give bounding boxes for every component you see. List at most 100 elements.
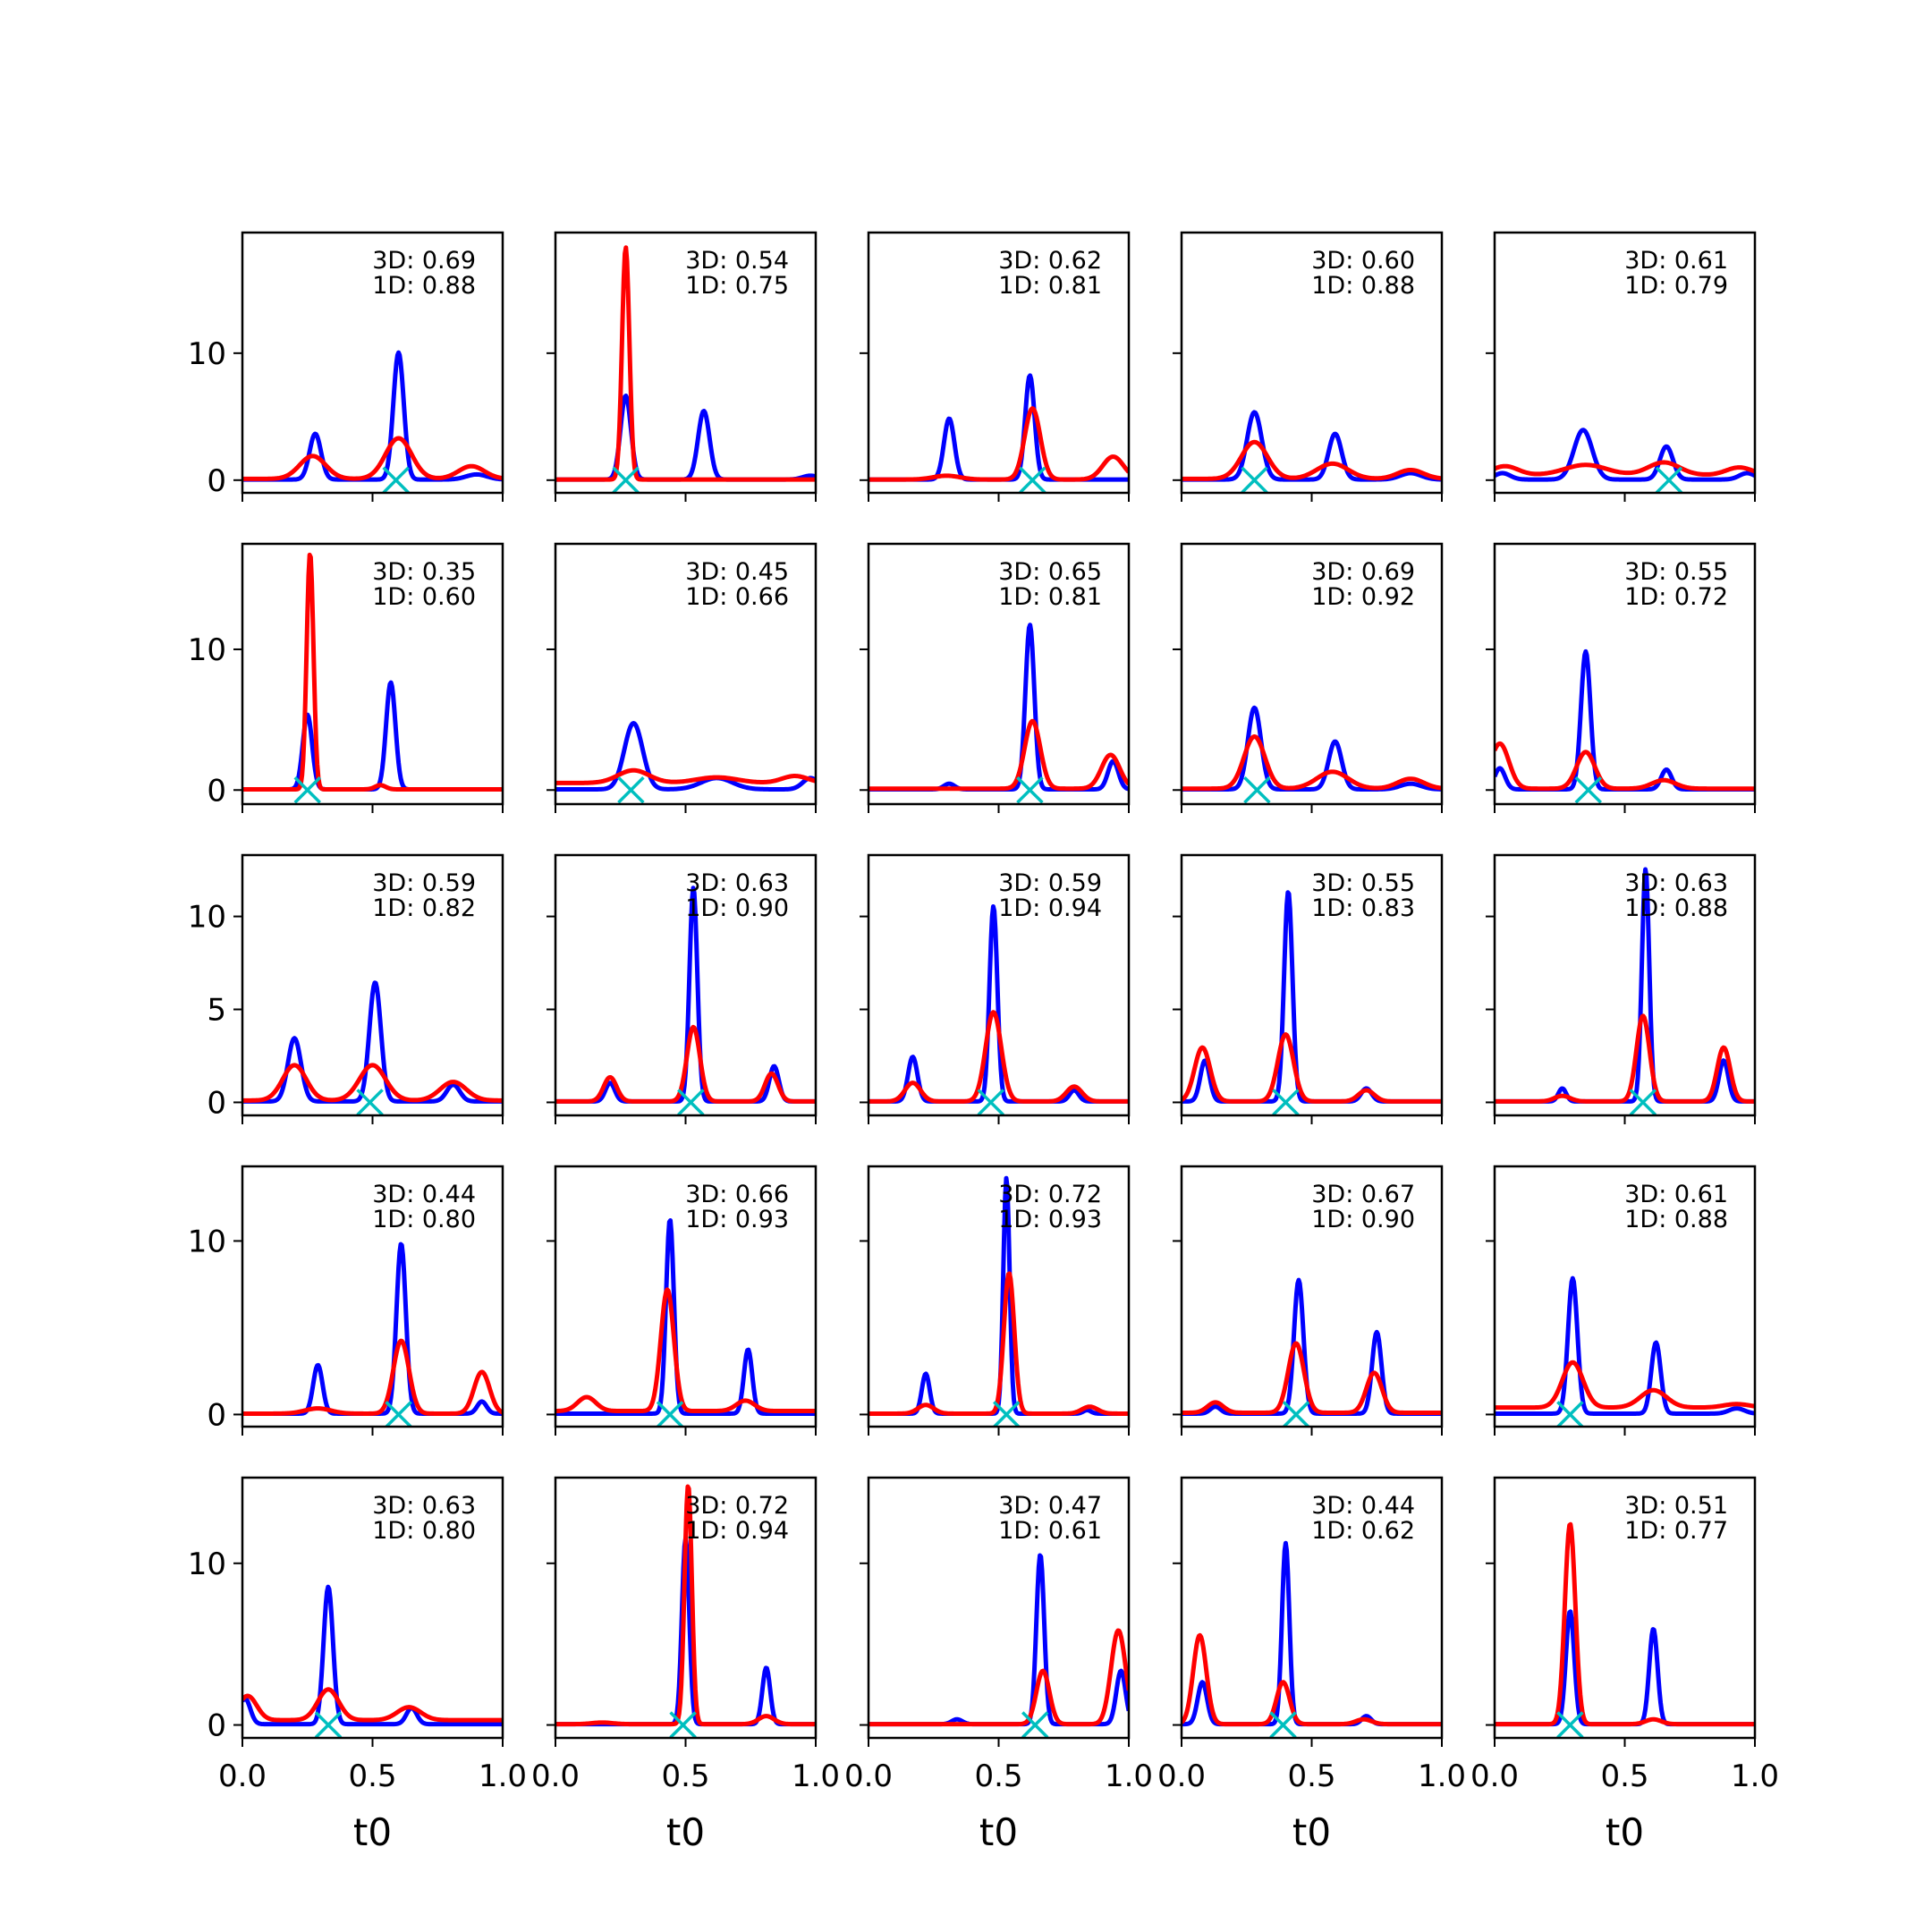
score-1d-label: 1D: 0.61 bbox=[998, 1517, 1102, 1545]
plot-area bbox=[1495, 428, 1755, 493]
red-series-line bbox=[242, 1338, 503, 1416]
blue-series-line bbox=[1182, 410, 1442, 482]
score-3d-label: 3D: 0.67 bbox=[1311, 1181, 1415, 1208]
blue-series-line bbox=[1495, 1275, 1755, 1416]
red-series-line bbox=[869, 1010, 1129, 1104]
score-1d-label: 1D: 0.80 bbox=[372, 1517, 476, 1545]
x-marker bbox=[385, 1401, 412, 1427]
red-series-line bbox=[869, 718, 1129, 792]
x-marker bbox=[382, 466, 410, 493]
y-tick-label: 10 bbox=[188, 900, 226, 936]
score-1d-label: 1D: 0.88 bbox=[1311, 272, 1415, 300]
x-marker bbox=[1556, 1401, 1584, 1427]
plot-area bbox=[555, 1218, 816, 1427]
plot-area bbox=[869, 904, 1129, 1115]
red-series-line bbox=[242, 552, 503, 792]
x-marker bbox=[1243, 776, 1271, 804]
score-1d-label: 1D: 0.66 bbox=[685, 583, 789, 611]
score-1d-label: 1D: 0.83 bbox=[1311, 894, 1415, 922]
plot-area bbox=[555, 1484, 816, 1738]
score-3d-label: 3D: 0.65 bbox=[998, 558, 1102, 586]
x-marker bbox=[656, 1401, 684, 1427]
plot-area bbox=[1182, 705, 1442, 804]
x-marker bbox=[617, 776, 645, 804]
score-1d-label: 1D: 0.90 bbox=[685, 894, 789, 922]
x-marker bbox=[1282, 1401, 1310, 1427]
red-series-line bbox=[555, 1484, 816, 1727]
score-3d-label: 3D: 0.44 bbox=[1311, 1492, 1415, 1520]
score-3d-label: 3D: 0.63 bbox=[372, 1492, 476, 1520]
x-marker bbox=[314, 1711, 343, 1738]
plot-area bbox=[242, 980, 503, 1115]
score-3d-label: 3D: 0.66 bbox=[685, 1181, 789, 1208]
x-marker bbox=[669, 1711, 697, 1738]
score-3d-label: 3D: 0.61 bbox=[1624, 1181, 1728, 1208]
x-tick-label: 0.5 bbox=[1287, 1758, 1335, 1794]
x-tick-label: 0.0 bbox=[531, 1758, 580, 1794]
plot-area bbox=[1182, 890, 1442, 1115]
score-1d-label: 1D: 0.79 bbox=[1624, 272, 1728, 300]
x-marker bbox=[992, 1401, 1021, 1427]
y-tick-label: 0 bbox=[207, 1397, 226, 1433]
score-1d-label: 1D: 0.92 bbox=[1311, 583, 1415, 611]
score-3d-label: 3D: 0.55 bbox=[1624, 558, 1728, 586]
blue-series-line bbox=[1495, 428, 1755, 482]
x-tick-label: 0.5 bbox=[974, 1758, 1022, 1794]
score-1d-label: 1D: 0.88 bbox=[372, 272, 476, 300]
x-tick-label: 1.0 bbox=[1418, 1758, 1466, 1794]
score-3d-label: 3D: 0.63 bbox=[1624, 869, 1728, 897]
red-series-line bbox=[1182, 1632, 1442, 1727]
x-marker bbox=[677, 1089, 705, 1115]
score-3d-label: 3D: 0.55 bbox=[1311, 869, 1415, 897]
blue-series-line bbox=[242, 350, 503, 482]
plot-area bbox=[1495, 1521, 1755, 1738]
red-series-line bbox=[1182, 1032, 1442, 1104]
plot-area bbox=[555, 886, 816, 1115]
plot-area bbox=[555, 721, 816, 804]
score-1d-label: 1D: 0.72 bbox=[1624, 583, 1728, 611]
red-series-line bbox=[1495, 1360, 1755, 1411]
score-3d-label: 3D: 0.62 bbox=[998, 247, 1102, 275]
x-axis-label: t0 bbox=[1606, 1810, 1644, 1854]
plot-area bbox=[869, 373, 1129, 493]
score-1d-label: 1D: 0.88 bbox=[1624, 894, 1728, 922]
plot-area bbox=[242, 1241, 503, 1427]
score-1d-label: 1D: 0.81 bbox=[998, 583, 1102, 611]
x-tick-label: 1.0 bbox=[1105, 1758, 1153, 1794]
y-tick-label: 5 bbox=[207, 993, 226, 1029]
score-3d-label: 3D: 0.69 bbox=[1311, 558, 1415, 586]
x-marker bbox=[1241, 466, 1268, 493]
x-tick-label: 0.0 bbox=[218, 1758, 267, 1794]
red-series-line bbox=[555, 767, 816, 785]
score-3d-label: 3D: 0.45 bbox=[685, 558, 789, 586]
x-tick-label: 1.0 bbox=[479, 1758, 527, 1794]
x-axis-label: t0 bbox=[1292, 1810, 1331, 1854]
y-tick-label: 0 bbox=[207, 1708, 226, 1744]
score-3d-label: 3D: 0.72 bbox=[685, 1492, 789, 1520]
score-3d-label: 3D: 0.47 bbox=[998, 1492, 1102, 1520]
plot-area bbox=[242, 552, 503, 804]
x-marker bbox=[1269, 1711, 1297, 1738]
x-axis-label: t0 bbox=[353, 1810, 392, 1854]
y-tick-label: 0 bbox=[207, 773, 226, 809]
x-marker bbox=[977, 1089, 1005, 1115]
y-tick-label: 10 bbox=[188, 632, 226, 668]
plot-area bbox=[869, 623, 1129, 804]
blue-series-line bbox=[242, 1584, 503, 1727]
x-marker bbox=[1019, 466, 1046, 493]
score-3d-label: 3D: 0.44 bbox=[372, 1181, 476, 1208]
x-tick-label: 1.0 bbox=[1731, 1758, 1779, 1794]
red-series-line bbox=[1495, 741, 1755, 792]
